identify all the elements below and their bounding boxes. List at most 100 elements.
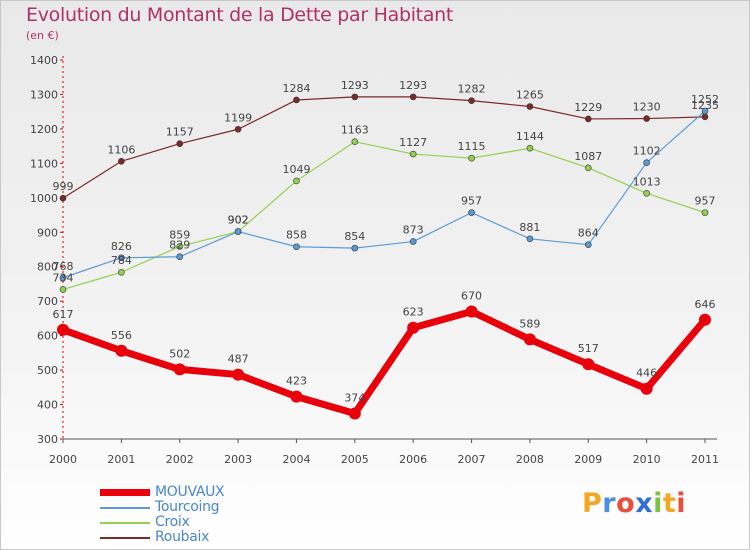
- data-label-mouvaux: 374: [344, 392, 365, 405]
- proxiti-logo: Proxiti: [582, 488, 686, 519]
- data-point-mouvaux: [523, 333, 536, 346]
- x-tick-label: 2010: [633, 453, 661, 466]
- logo-letter: i: [676, 488, 687, 519]
- data-point-tourcoing: [409, 238, 417, 245]
- series-lines: [61, 96, 708, 418]
- data-label-croix: 859: [169, 228, 190, 241]
- data-point-roubaix: [701, 113, 709, 121]
- x-tick-label: 2011: [691, 453, 719, 466]
- data-point-croix: [701, 209, 709, 216]
- x-tick-label: 2007: [458, 453, 486, 466]
- data-labels: 999 1106 1157 1199 1284 1293 1293 1282 1265 1229 1…: [53, 79, 720, 405]
- data-label-mouvaux: 646: [695, 298, 716, 311]
- data-label-croix: 784: [111, 254, 132, 267]
- y-tick-label: 700: [37, 295, 58, 308]
- data-point-mouvaux: [582, 358, 595, 371]
- series-line-croix: [62, 141, 706, 291]
- legend-swatch: [100, 506, 150, 509]
- data-label-mouvaux: 623: [403, 306, 424, 319]
- data-point-roubaix: [643, 115, 650, 122]
- data-point-tourcoing: [701, 107, 709, 115]
- data-point-mouvaux: [115, 344, 128, 357]
- data-label-tourcoing: 881: [519, 221, 540, 234]
- data-label-tourcoing: 858: [286, 229, 307, 242]
- data-point-tourcoing: [643, 159, 650, 166]
- logo-letter: o: [616, 488, 636, 519]
- y-tick-label: 1000: [30, 192, 58, 205]
- legend-label: Roubaix: [155, 529, 210, 545]
- data-point-mouvaux: [290, 390, 303, 403]
- x-tick-label: 2008: [516, 453, 544, 466]
- data-point-mouvaux: [640, 382, 653, 395]
- data-point-roubaix: [59, 194, 67, 202]
- legend-label: MOUVAUX: [155, 484, 225, 500]
- series-line-tourcoing: [62, 110, 706, 279]
- chart-subtitle: (en €): [26, 29, 59, 42]
- data-point-tourcoing: [118, 254, 125, 262]
- y-tick-label: 1300: [30, 88, 58, 101]
- data-label-tourcoing: 1252: [691, 93, 719, 106]
- y-tick-label: 400: [37, 399, 58, 412]
- data-label-tourcoing: 864: [578, 227, 599, 240]
- x-tick-label: 2002: [166, 453, 194, 466]
- data-point-croix: [526, 144, 534, 152]
- data-label-tourcoing: 854: [344, 230, 365, 243]
- data-label-roubaix: 1282: [458, 83, 486, 96]
- data-label-mouvaux: 502: [169, 347, 190, 360]
- logo-letter: t: [662, 488, 677, 519]
- data-point-roubaix: [351, 93, 359, 101]
- data-label-mouvaux: 617: [53, 308, 74, 321]
- data-label-croix: 957: [695, 195, 716, 208]
- y-tick-label: 1400: [30, 54, 58, 67]
- data-label-tourcoing: 829: [169, 239, 190, 252]
- data-label-croix: 734: [53, 271, 74, 284]
- data-label-roubaix: 1284: [282, 82, 310, 95]
- data-label-roubaix: 1199: [224, 111, 252, 124]
- data-point-roubaix: [234, 125, 242, 133]
- x-tick-label: 2004: [282, 453, 310, 466]
- data-point-mouvaux: [57, 323, 69, 336]
- data-label-roubaix: 1229: [574, 101, 602, 114]
- data-point-roubaix: [409, 93, 417, 101]
- x-tick-label: 2000: [49, 453, 77, 466]
- data-point-mouvaux: [699, 313, 711, 326]
- y-tick-label: 1200: [30, 123, 58, 136]
- data-label-mouvaux: 487: [228, 353, 249, 366]
- x-tick-label: 2003: [224, 453, 252, 466]
- data-point-tourcoing: [351, 244, 359, 252]
- logo-letter: x: [635, 488, 654, 519]
- logo-letter: i: [653, 488, 663, 519]
- data-point-croix: [468, 154, 475, 162]
- y-tick-label: 600: [37, 330, 58, 343]
- data-label-tourcoing: 1102: [633, 145, 661, 158]
- data-point-mouvaux: [232, 368, 245, 381]
- data-label-roubaix: 1265: [516, 89, 544, 102]
- data-point-mouvaux: [173, 363, 186, 376]
- data-point-roubaix: [584, 115, 592, 123]
- data-label-mouvaux: 589: [519, 317, 540, 330]
- y-tick-label: 1100: [30, 157, 58, 170]
- data-label-croix: 902: [228, 214, 249, 227]
- x-tick-label: 2006: [399, 453, 427, 466]
- legend-swatch: [100, 489, 150, 496]
- data-label-croix: 1144: [516, 130, 544, 143]
- data-label-croix: 1049: [282, 163, 310, 176]
- data-label-tourcoing: 873: [403, 224, 424, 237]
- data-point-mouvaux: [465, 305, 478, 318]
- data-point-roubaix: [468, 97, 475, 104]
- logo-letter: P: [582, 488, 603, 519]
- data-point-croix: [409, 150, 417, 158]
- data-label-mouvaux: 556: [111, 329, 132, 342]
- series-line-mouvaux: [61, 308, 708, 418]
- data-point-tourcoing: [59, 274, 67, 282]
- data-label-mouvaux: 517: [578, 342, 599, 355]
- data-point-tourcoing: [234, 228, 242, 235]
- data-label-roubaix: 1106: [107, 143, 135, 156]
- data-point-tourcoing: [526, 235, 534, 243]
- data-point-croix: [176, 243, 184, 250]
- data-point-tourcoing: [176, 253, 184, 261]
- legend-label: Tourcoing: [155, 499, 220, 515]
- data-label-tourcoing: 768: [53, 260, 74, 273]
